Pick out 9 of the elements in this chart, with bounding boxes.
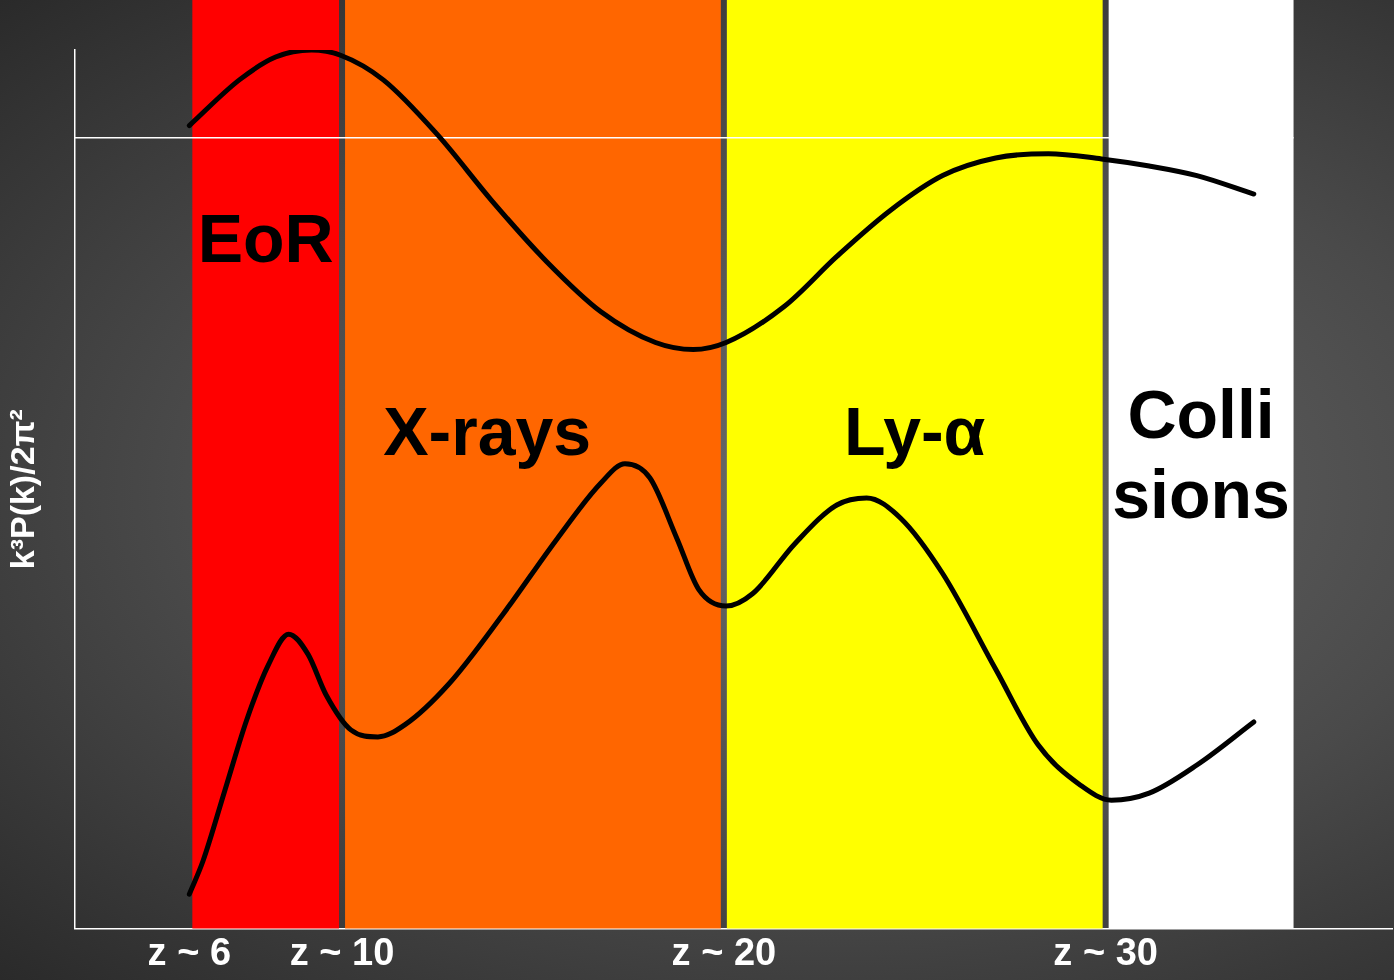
band-label: Ly-α [844, 393, 986, 470]
x-tick-label: z ~ 20 [671, 930, 777, 973]
x-tick-label: z ~ 6 [147, 930, 232, 973]
y-axis-title: k³P(k)/2π² [2, 409, 41, 570]
x-tick-label: z ~ 30 [1053, 930, 1158, 973]
band-label: EoR [197, 200, 334, 276]
x-tick-label: z ~ 10 [289, 930, 395, 973]
band-label: X-rays [383, 393, 592, 470]
band-label: Colli sions [1112, 375, 1290, 532]
